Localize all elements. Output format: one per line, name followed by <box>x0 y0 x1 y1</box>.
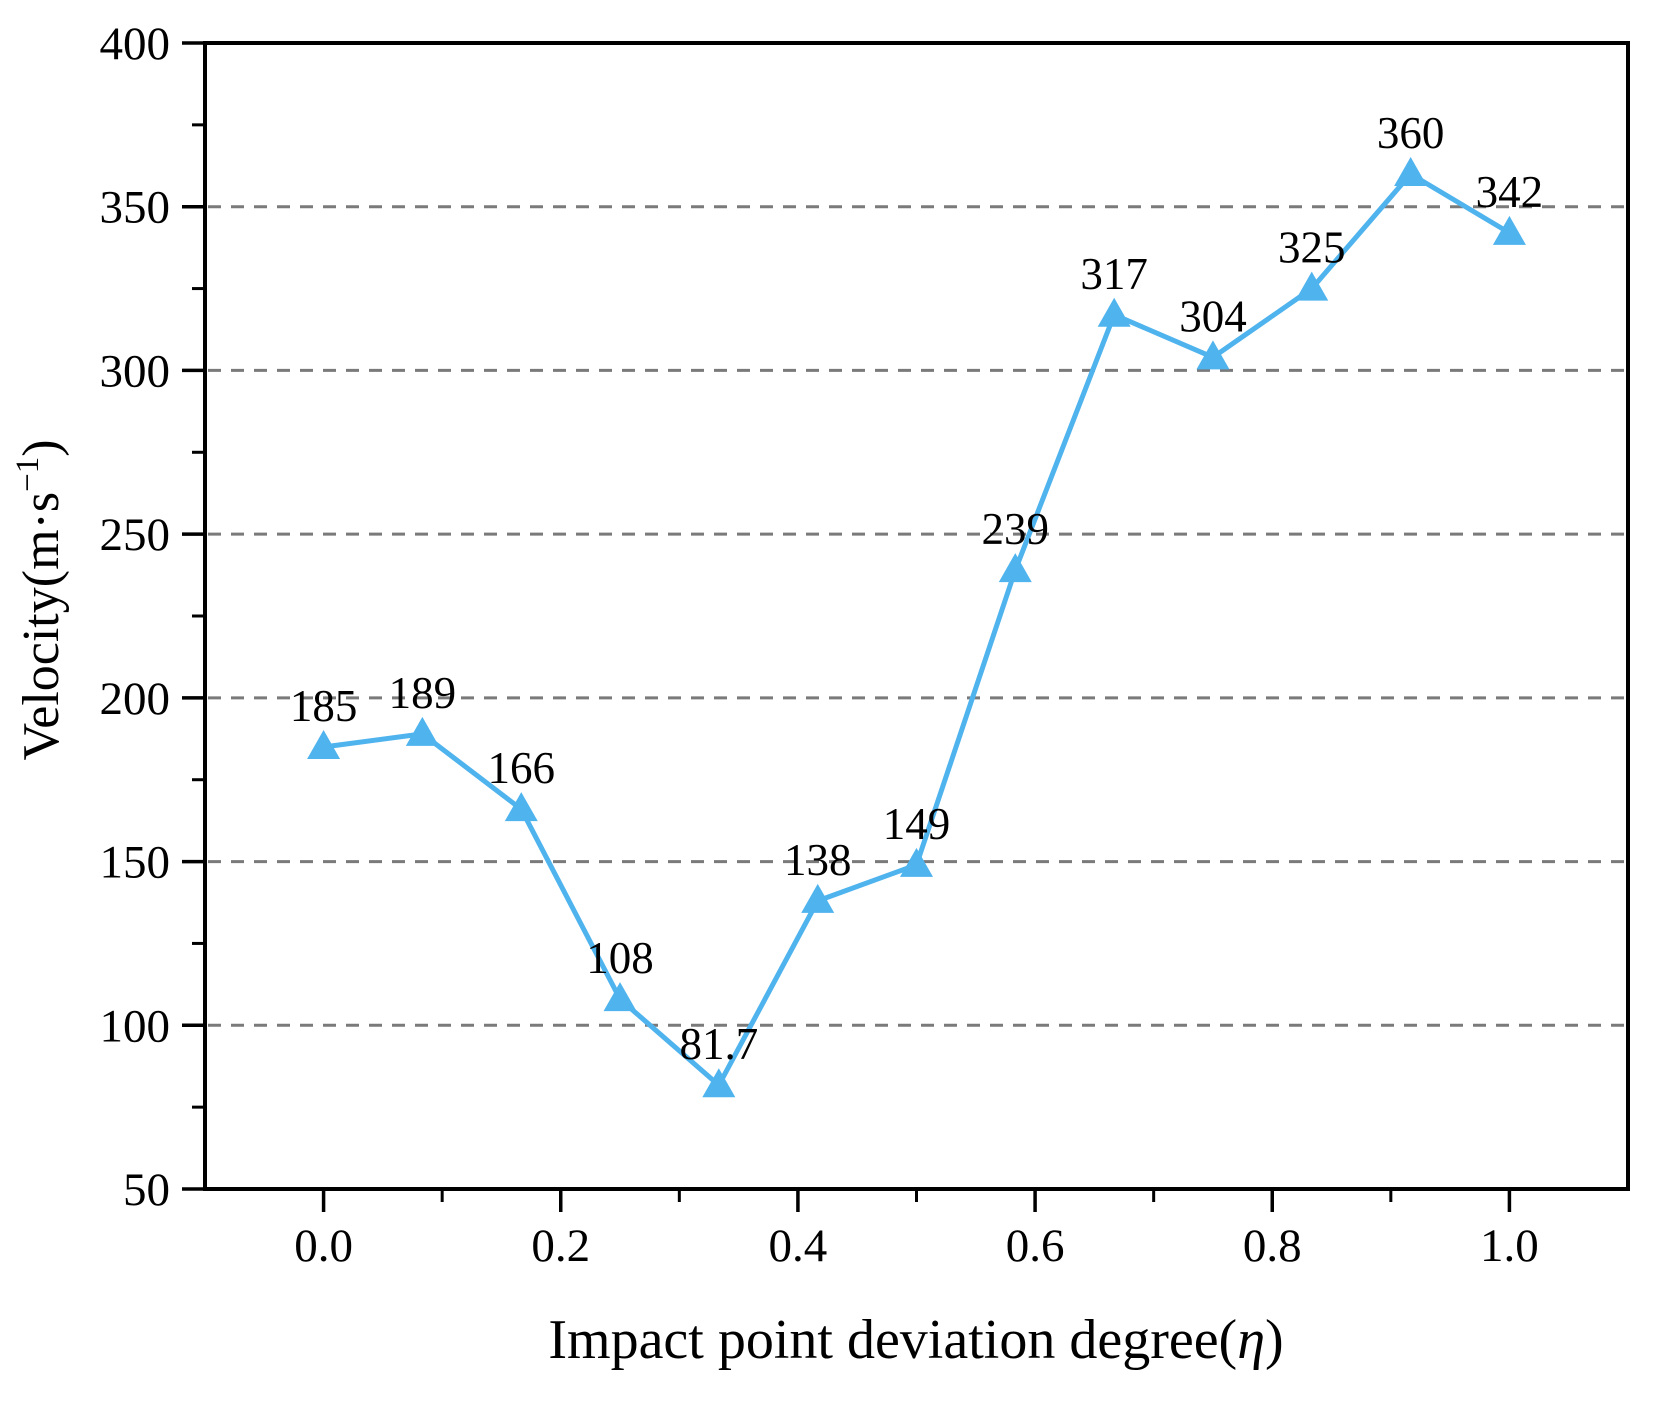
plot-border <box>203 41 1630 1191</box>
x-axis-title-symbol: η <box>1237 1309 1265 1371</box>
y-axis-title: Velocity(m·s−1) <box>10 439 70 760</box>
data-point-label-342: 342 <box>1476 167 1544 217</box>
data-point-marker-185 <box>307 729 341 759</box>
data-point-marker-81.7 <box>702 1068 736 1098</box>
y-axis-ticks <box>182 41 205 1191</box>
y-axis-title-text: Velocity(m·s <box>13 492 70 761</box>
data-point-label-317: 317 <box>1080 249 1148 299</box>
series-polyline <box>321 171 1512 1088</box>
data-point-label-325: 325 <box>1278 223 1346 273</box>
data-point-labels: 185 189 166 108 81.7 138 149 239 317 304 325 360 342 <box>290 108 1543 1069</box>
y-tick-label-150: 150 <box>100 837 171 889</box>
y-tick-label-50: 50 <box>123 1164 170 1216</box>
horizontal-gridlines <box>208 205 1625 1027</box>
data-point-marker-317 <box>1097 297 1131 327</box>
x-axis-tick-labels: 0.0 0.2 0.4 0.6 0.8 1.0 <box>294 1220 1539 1272</box>
y-tick-label-350: 350 <box>100 182 171 234</box>
y-tick-label-100: 100 <box>100 1000 171 1052</box>
data-point-label-360: 360 <box>1377 108 1445 158</box>
data-point-label-108: 108 <box>586 933 654 983</box>
data-point-marker-304 <box>1196 340 1230 370</box>
x-axis-title: Impact point deviation degree(η) <box>548 1309 1283 1371</box>
data-point-label-239: 239 <box>982 504 1050 554</box>
data-point-marker-189 <box>405 716 439 746</box>
y-tick-label-300: 300 <box>100 345 171 397</box>
data-series-line <box>321 171 1512 1088</box>
data-point-marker-108 <box>603 982 637 1012</box>
data-point-label-189: 189 <box>389 668 457 718</box>
data-point-marker-239 <box>998 553 1032 583</box>
data-point-label-138: 138 <box>784 835 852 885</box>
y-axis-tick-labels: 50 100 150 200 250 300 350 400 <box>100 18 171 1216</box>
y-tick-label-250: 250 <box>100 509 171 561</box>
data-point-marker-360 <box>1394 156 1428 186</box>
data-point-marker-138 <box>801 883 835 913</box>
x-axis-title-close: ) <box>1265 1309 1284 1371</box>
data-point-label-185: 185 <box>290 681 358 731</box>
x-tick-label-0.4: 0.4 <box>769 1220 828 1272</box>
x-tick-label-0.6: 0.6 <box>1006 1220 1065 1272</box>
y-axis-title-superscript: −1 <box>10 457 46 492</box>
x-tick-label-0.2: 0.2 <box>531 1220 590 1272</box>
x-axis-title-text: Impact point deviation degree( <box>548 1309 1237 1371</box>
data-point-label-166: 166 <box>488 743 556 793</box>
plot-border-rect <box>203 41 1630 1191</box>
data-point-marker-325 <box>1295 271 1329 301</box>
y-axis-title-close: ) <box>13 439 70 456</box>
x-tick-label-0.8: 0.8 <box>1243 1220 1302 1272</box>
data-point-label-149: 149 <box>883 799 951 849</box>
x-axis-ticks <box>321 1189 1512 1212</box>
data-point-label-81.7: 81.7 <box>679 1019 758 1069</box>
data-point-marker-342 <box>1492 215 1526 245</box>
y-tick-label-200: 200 <box>100 673 171 725</box>
data-point-markers <box>307 156 1526 1098</box>
x-tick-label-0.0: 0.0 <box>294 1220 353 1272</box>
data-point-label-304: 304 <box>1179 291 1247 341</box>
data-point-marker-149 <box>900 847 933 877</box>
y-tick-label-400: 400 <box>100 18 171 70</box>
x-tick-label-1.0: 1.0 <box>1480 1220 1539 1272</box>
data-point-marker-166 <box>504 792 538 822</box>
